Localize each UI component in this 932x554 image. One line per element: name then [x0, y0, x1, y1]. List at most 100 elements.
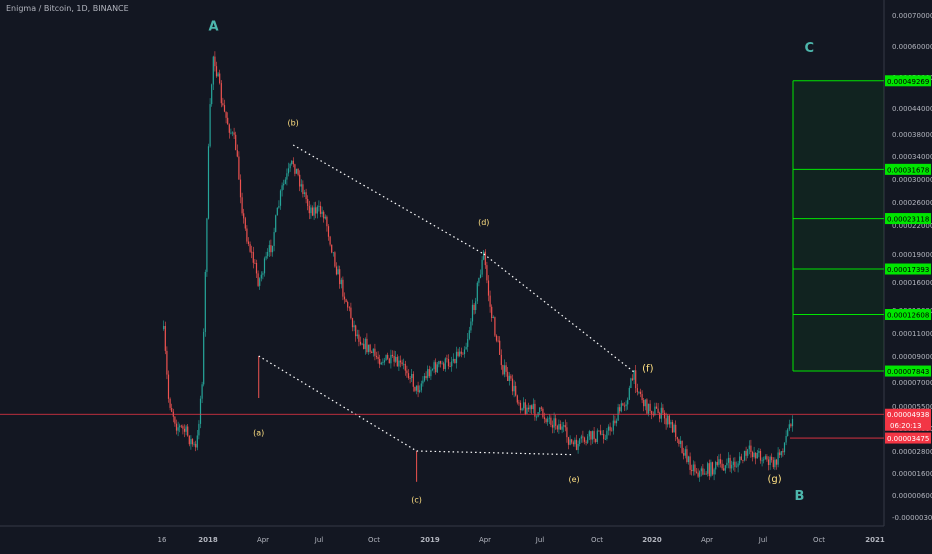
- candle-body: [479, 274, 482, 278]
- x-tick-label: Jul: [758, 536, 768, 544]
- candle-body: [604, 438, 606, 440]
- candle-body: [323, 211, 325, 219]
- candle-body: [771, 456, 773, 461]
- candle-body: [615, 420, 618, 424]
- y-tick-label: 0.00000600: [892, 492, 932, 500]
- candle-body: [627, 399, 629, 405]
- candle-body: [331, 244, 333, 253]
- candle-body: [758, 451, 760, 453]
- candle-body: [183, 428, 186, 432]
- candle-body: [305, 192, 307, 199]
- candle-body: [783, 442, 786, 453]
- x-tick-label: Apr: [479, 536, 491, 544]
- candle-body: [247, 241, 250, 244]
- candle-body: [449, 366, 451, 367]
- candle-body: [223, 105, 226, 112]
- candle-body: [225, 111, 227, 118]
- candle-body: [460, 351, 462, 354]
- candle-body: [457, 351, 459, 356]
- candle-body: [388, 358, 390, 364]
- candle-body: [406, 370, 408, 374]
- candle-body: [311, 207, 314, 216]
- candle-body: [195, 443, 197, 448]
- candle-body: [548, 417, 550, 419]
- wave-label: (g): [767, 474, 781, 485]
- x-tick-label: Apr: [257, 536, 269, 544]
- candle-body: [230, 132, 232, 134]
- wave-label: (e): [568, 475, 579, 484]
- candle-body: [577, 444, 579, 450]
- candle-body: [171, 408, 173, 412]
- target-zone: [793, 80, 884, 372]
- candle-body: [588, 431, 590, 437]
- candle-body: [743, 450, 746, 461]
- y-tick-label: 0.00060000: [892, 43, 932, 51]
- candle-body: [419, 390, 421, 392]
- candle-body: [270, 245, 272, 253]
- candle-body: [196, 435, 198, 448]
- candle-body: [703, 473, 706, 475]
- candle-body: [596, 430, 598, 442]
- target-level-label: 0.00023118: [887, 216, 929, 224]
- candle-body: [676, 437, 678, 440]
- candle-body: [374, 348, 376, 356]
- candle-body: [499, 340, 501, 355]
- candle-body: [220, 83, 222, 104]
- y-tick-label: 0.00038000: [892, 131, 932, 139]
- candle-body: [411, 374, 413, 378]
- candle-body: [438, 361, 440, 365]
- candle-body: [286, 173, 288, 180]
- candle-body: [439, 361, 442, 364]
- candle-body: [579, 438, 581, 444]
- candle-body: [639, 391, 642, 394]
- candle-body: [163, 326, 165, 329]
- candle-body: [299, 174, 301, 187]
- candle-body: [699, 471, 701, 477]
- wave-label: (c): [411, 495, 422, 504]
- candle-body: [555, 418, 557, 426]
- candle-body: [647, 403, 650, 414]
- candle-body: [385, 354, 387, 361]
- candle-body: [755, 452, 757, 459]
- y-tick-label: 0.00070000: [892, 12, 932, 20]
- candle-body: [207, 146, 210, 219]
- candle-body: [630, 378, 632, 388]
- candle-body: [363, 343, 365, 350]
- candle-body: [563, 425, 565, 427]
- candle-body: [550, 417, 552, 425]
- candle-body: [292, 160, 294, 165]
- candle-body: [462, 353, 464, 355]
- candle-body: [689, 456, 691, 470]
- candle-body: [455, 351, 458, 364]
- x-tick-label: 2018: [198, 536, 218, 544]
- candle-body: [756, 452, 758, 459]
- candle-body: [182, 426, 184, 429]
- candle-body: [660, 407, 662, 419]
- candle-body: [671, 422, 674, 433]
- candle-body: [459, 351, 461, 356]
- y-tick-label: 0.00011000: [892, 330, 932, 338]
- candle-body: [759, 451, 762, 461]
- candle-body: [316, 206, 318, 214]
- candle-body: [503, 365, 506, 375]
- candle-body: [513, 385, 515, 392]
- candle-body: [500, 354, 502, 366]
- candle-body: [535, 416, 538, 418]
- candle-body: [471, 304, 474, 322]
- candle-body: [595, 438, 597, 442]
- candle-body: [590, 431, 592, 440]
- candle-body: [415, 385, 418, 391]
- previous-close-tag: [885, 432, 931, 444]
- candle-body: [638, 391, 640, 393]
- candle-body: [187, 426, 189, 436]
- candle-body: [726, 462, 728, 466]
- x-axis: 16 2018 Apr Jul Oct 2019 Apr Jul Oct 2020 Apr Jul Oc…: [158, 536, 885, 544]
- candle-body: [238, 156, 240, 180]
- candle-body: [487, 280, 490, 296]
- candle-body: [580, 436, 582, 439]
- candle-body: [684, 449, 686, 456]
- candle-body: [718, 459, 720, 465]
- candle-body: [271, 245, 274, 253]
